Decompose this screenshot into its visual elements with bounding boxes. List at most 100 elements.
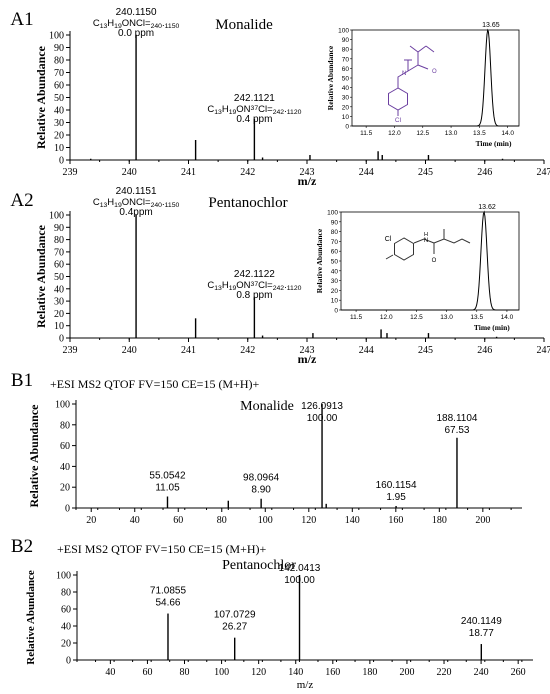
inset-peak-label: 13.62 [478,204,496,211]
atom-label-o: O [432,69,437,75]
y-tick-label: 50 [54,93,64,104]
y-tick-label: 60 [54,81,64,92]
spectrum-title-b1: +ESI MS2 QTOF FV=150 CE=15 (M+H)+ [50,377,260,391]
y-tick-label: 70 [54,247,64,258]
panel-B1: 0 20 40 60 80 100 20 40 60 80 100 120 140 160 180 200 Re… [27,400,522,526]
inset-x-axis-label: Time (min) [474,323,510,332]
x-tick-label: 247 [537,345,550,356]
panel-label-a1: A1 [10,9,33,30]
peak-annotation-mz: 242.1121 [234,93,275,104]
inset-y-tick-label: 50 [331,259,339,266]
peak-annotation-formula: C13H19ON37Cl=242.1120 [207,104,301,116]
y-axis-label: Relative Abundance [27,404,41,508]
inset-y-tick-label: 100 [338,28,349,35]
x-tick-label: 240 [122,167,137,178]
peak-annotation-mz: 188.1104 [436,413,477,424]
inset-y-tick-label: 70 [331,239,339,246]
x-tick-label: 243 [300,345,315,356]
y-tick-label: 0 [65,504,70,515]
y-tick-label: 50 [54,272,64,283]
peak-annotation-mz: 142.0413 [279,563,321,574]
inset-x-axis-label: Time (min) [476,139,512,148]
inset-y-tick-label: 70 [342,56,350,63]
x-tick-label: 160 [388,515,403,526]
peak-annotation-intensity: 11.05 [155,483,180,494]
atom-label-cl: Cl [395,117,402,124]
inset-x-tick-label: 12.5 [416,130,429,137]
inset-y-tick-label: 20 [331,288,339,295]
x-tick-label: 260 [511,667,526,678]
compound-name-a1: Monalide [215,17,273,33]
peak-annotation-intensity: 18.77 [469,628,494,639]
x-tick-label: 40 [130,515,140,526]
panel-B2: 0 20 40 60 80 100 40 60 80 100 120 140 160 180 200 220 2… [25,570,533,691]
peak-annotation-mz: 126.0913 [301,401,343,412]
x-tick-label: 100 [258,515,273,526]
inset-frame [340,211,520,311]
x-tick-label: 120 [301,515,316,526]
y-tick-label: 20 [54,131,64,142]
compound-name-b1: Monalide [240,399,294,414]
x-tick-label: 60 [142,667,152,678]
peak-annotation-mz: 160.1154 [376,480,417,491]
x-tick-label: 242 [240,345,255,356]
y-tick-label: 40 [54,284,64,295]
inset-x-tick-label: 12.0 [380,314,393,321]
pentanochlor-structure-drawing [385,229,471,261]
peak-annotation-intensity: 100.00 [307,413,338,424]
x-tick-label: 160 [325,667,340,678]
x-tick-label: 241 [181,167,196,178]
x-tick-label: 140 [288,667,303,678]
inset-chromatogram-A2: 0 10 20 30 40 50 60 70 80 90 100 11.5 12.0 12.5 13.0 13… [315,204,520,332]
peak-annotation-intensity: 1.95 [386,492,406,503]
x-axis-label: m/z [298,174,317,188]
x-tick-label: 180 [432,515,447,526]
x-axis-label: m/z [297,679,314,691]
inset-y-axis-label: Relative Abundance [326,45,335,110]
peak-annotation-intensity: 8.90 [251,485,271,496]
y-tick-label: 80 [54,56,64,67]
x-tick-label: 80 [180,667,190,678]
y-tick-label: 20 [61,639,71,650]
inset-x-tick-label: 13.5 [473,130,486,137]
peak-annotation-mz: 107.0729 [214,610,256,621]
x-tick-label: 241 [181,345,196,356]
inset-y-tick-label: 80 [331,229,339,236]
peak-annotation-formula: C13H19ONCl=240.1150 [93,197,180,209]
y-tick-label: 90 [54,223,64,234]
inset-x-tick-label: 14.0 [501,314,514,321]
y-tick-label: 100 [49,31,64,42]
atom-label-o: O [432,258,437,264]
inset-frame [351,29,520,127]
atom-label-n: N [424,238,428,244]
peak-annotation-formula: C13H19ON37Cl=242.1120 [207,280,301,292]
x-tick-label: 246 [477,167,492,178]
y-tick-label: 20 [54,309,64,320]
inset-y-tick-label: 50 [342,76,350,83]
inset-y-tick-label: 100 [327,210,338,217]
inset-y-tick-label: 0 [334,308,338,315]
x-tick-label: 120 [251,667,266,678]
y-tick-label: 100 [55,400,70,411]
inset-x-tick-label: 12.0 [388,130,401,137]
peak-annotation-intensity: 54.66 [155,598,180,609]
atom-label-n: N [402,71,406,77]
y-axis-label: Relative Abundance [25,570,37,665]
y-tick-label: 80 [61,588,71,599]
spectrum-title-b2: +ESI MS2 QTOF FV=150 CE=15 (M+H)+ [57,542,267,556]
x-tick-label: 244 [359,345,374,356]
x-tick-label: 244 [359,167,374,178]
inset-y-tick-label: 60 [331,249,339,256]
y-tick-label: 70 [54,68,64,79]
pentanochlor-side-chain [385,229,471,260]
compound-name-b2: Pentanochlor [222,558,296,573]
y-tick-label: 0 [66,656,71,667]
panel-label-b2: B2 [11,536,33,557]
y-tick-label: 100 [56,571,71,582]
x-tick-label: 40 [105,667,115,678]
y-tick-label: 90 [54,43,64,54]
peak-annotation-intensity: 100.00 [284,575,315,586]
x-tick-label: 239 [63,167,78,178]
